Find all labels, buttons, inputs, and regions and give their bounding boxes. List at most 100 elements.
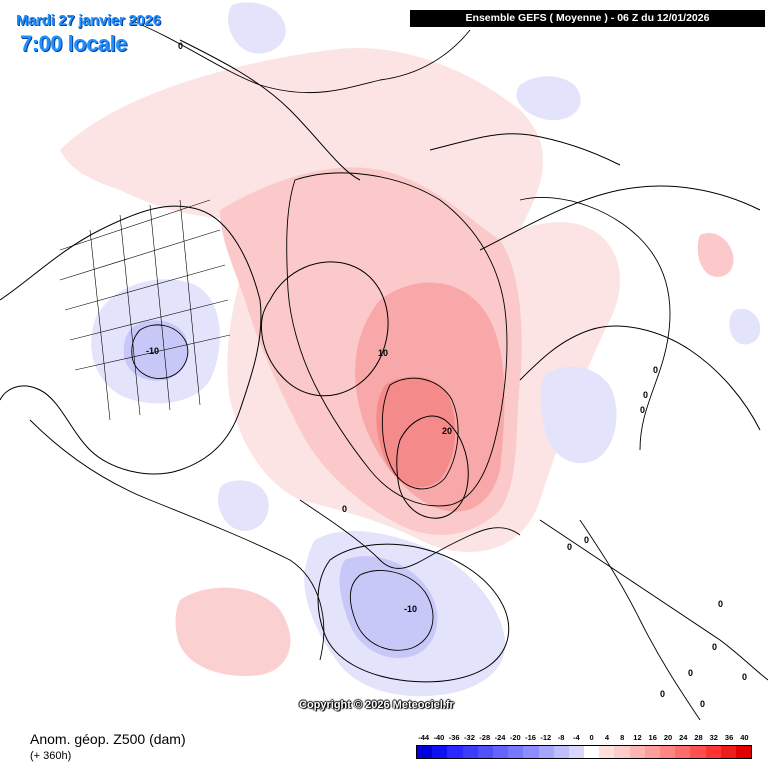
legend-tick-label: 24 — [679, 733, 688, 742]
contour-zero-asia-east — [579, 519, 701, 721]
coastline-scandinavia — [396, 415, 469, 519]
coastlines — [0, 39, 768, 683]
legend-swatch — [735, 746, 752, 758]
legend-labels: -44 -40 -36 -32 -28 -24 -20 -16 -12 -8 -4 0 4 8 12 16 20… — [416, 733, 752, 745]
coastline-asia — [479, 185, 761, 431]
legend-swatch — [553, 746, 569, 758]
legend-tick-label: -28 — [479, 733, 491, 742]
legend-tick-label: -12 — [540, 733, 552, 742]
negative-zone-north-america-mid — [123, 320, 189, 381]
legend-tick-label: 40 — [740, 733, 749, 742]
legend-tick-label: 28 — [694, 733, 703, 742]
legend-swatch — [629, 746, 645, 758]
legend-tick-label: -8 — [557, 733, 565, 742]
legend-tick-label: -36 — [448, 733, 460, 742]
coastline-north-america — [0, 205, 262, 475]
contour-label: 0 — [640, 405, 645, 415]
legend-tick-label: 32 — [709, 733, 718, 742]
legend-tick-label: 12 — [633, 733, 642, 742]
legend-swatch — [660, 746, 676, 758]
contour-label: 0 — [712, 642, 717, 652]
contour-zero-asia — [519, 197, 671, 451]
positive-zone-core — [376, 376, 456, 488]
legend-swatch — [675, 746, 691, 758]
model-run-banner: Ensemble GEFS ( Moyenne ) - 06 Z du 12/0… — [410, 10, 765, 27]
legend-swatch — [690, 746, 706, 758]
legend-tick-label: 20 — [663, 733, 673, 742]
lead-time: (+ 360h) — [30, 750, 72, 762]
legend-swatch — [492, 746, 509, 758]
legend-swatch — [720, 746, 736, 758]
legend-tick-label: 0 — [589, 733, 594, 742]
negative-zone-pacific-east — [516, 76, 581, 121]
legend-swatches — [416, 745, 752, 759]
coastline-greenland — [260, 261, 389, 397]
legend-swatch — [614, 746, 630, 758]
legend-swatch — [523, 746, 539, 758]
legend-swatch — [417, 746, 433, 758]
contour-zero-pacific — [29, 419, 325, 661]
negative-zone-pacific-north — [228, 2, 286, 54]
negative-zone-atlantic-mid — [217, 480, 269, 531]
legend-tick-label: -32 — [464, 733, 475, 742]
legend-tick-label: -40 — [433, 733, 445, 742]
contour-zero-europe — [299, 499, 521, 569]
parameter-title: Anom. géop. Z500 (dam) — [30, 731, 186, 747]
contour-label: 0 — [653, 365, 658, 375]
legend-swatch — [508, 746, 524, 758]
coastline-north-pacific — [179, 39, 621, 181]
legend-swatch — [599, 746, 615, 758]
contour-label: 0 — [342, 504, 347, 514]
forecast-date: Mardi 27 janvier 2026 — [16, 12, 161, 29]
legend-swatch — [447, 746, 463, 758]
contour-label: 0 — [718, 599, 723, 609]
negative-zone-siberia — [540, 366, 617, 464]
positive-anomaly-shading — [60, 48, 734, 676]
contour-zero-north — [129, 19, 471, 94]
contour-label: 0 — [660, 689, 665, 699]
negative-anomaly-shading — [91, 2, 761, 697]
negative-zone-europe-mid — [339, 556, 438, 659]
legend-tick-label: 8 — [620, 733, 625, 742]
contour-ten — [286, 172, 508, 507]
coastline-europe — [317, 543, 510, 683]
legend-tick-label: 4 — [604, 733, 609, 742]
legend-swatch — [432, 746, 448, 758]
contour-minus-ten-eu — [350, 570, 434, 651]
anomaly-contours — [29, 19, 701, 721]
legend-swatch — [538, 746, 554, 758]
contour-labels: 0 0 0 0 0 0 0 0 0 0 0 0 0 10 20 -10 -10 — [146, 41, 747, 709]
legend-swatch — [705, 746, 721, 758]
coastline-asia-south — [539, 519, 768, 681]
contour-label: 0 — [700, 699, 705, 709]
contour-minus-ten-na — [131, 324, 189, 379]
legend-tick-label: -20 — [509, 733, 521, 742]
contour-label: -10 — [146, 346, 159, 356]
contour-twenty — [381, 377, 459, 490]
legend-swatch — [644, 746, 660, 758]
contour-label: 0 — [688, 668, 693, 678]
legend-tick-label: 16 — [648, 733, 657, 742]
contour-label: 20 — [442, 426, 452, 436]
contour-label: 0 — [643, 390, 648, 400]
legend-swatch — [477, 746, 493, 758]
forecast-local-time: 7:00 locale — [20, 31, 128, 56]
legend-tick-label: -16 — [525, 733, 536, 742]
legend-tick-label: -24 — [494, 733, 506, 742]
legend-swatch — [584, 746, 600, 758]
legend-swatch — [568, 746, 585, 758]
contour-label: 0 — [178, 41, 183, 51]
north-america-grid — [59, 199, 231, 421]
legend-tick-label: -44 — [418, 733, 430, 742]
contour-label: 10 — [378, 348, 388, 358]
copyright-notice: Copyright © 2026 Meteociel.fr — [299, 699, 454, 711]
contour-label: 0 — [584, 535, 589, 545]
legend-tick-label: 36 — [724, 733, 734, 742]
contour-label: 0 — [742, 672, 747, 682]
legend-tick-label: -4 — [573, 733, 580, 742]
positive-zone-atlantic — [175, 587, 291, 676]
color-scale-legend: -44 -40 -36 -32 -28 -24 -20 -16 -12 -8 -4 0 4 8 12 16 20… — [416, 733, 752, 763]
contour-label: -10 — [404, 604, 417, 614]
